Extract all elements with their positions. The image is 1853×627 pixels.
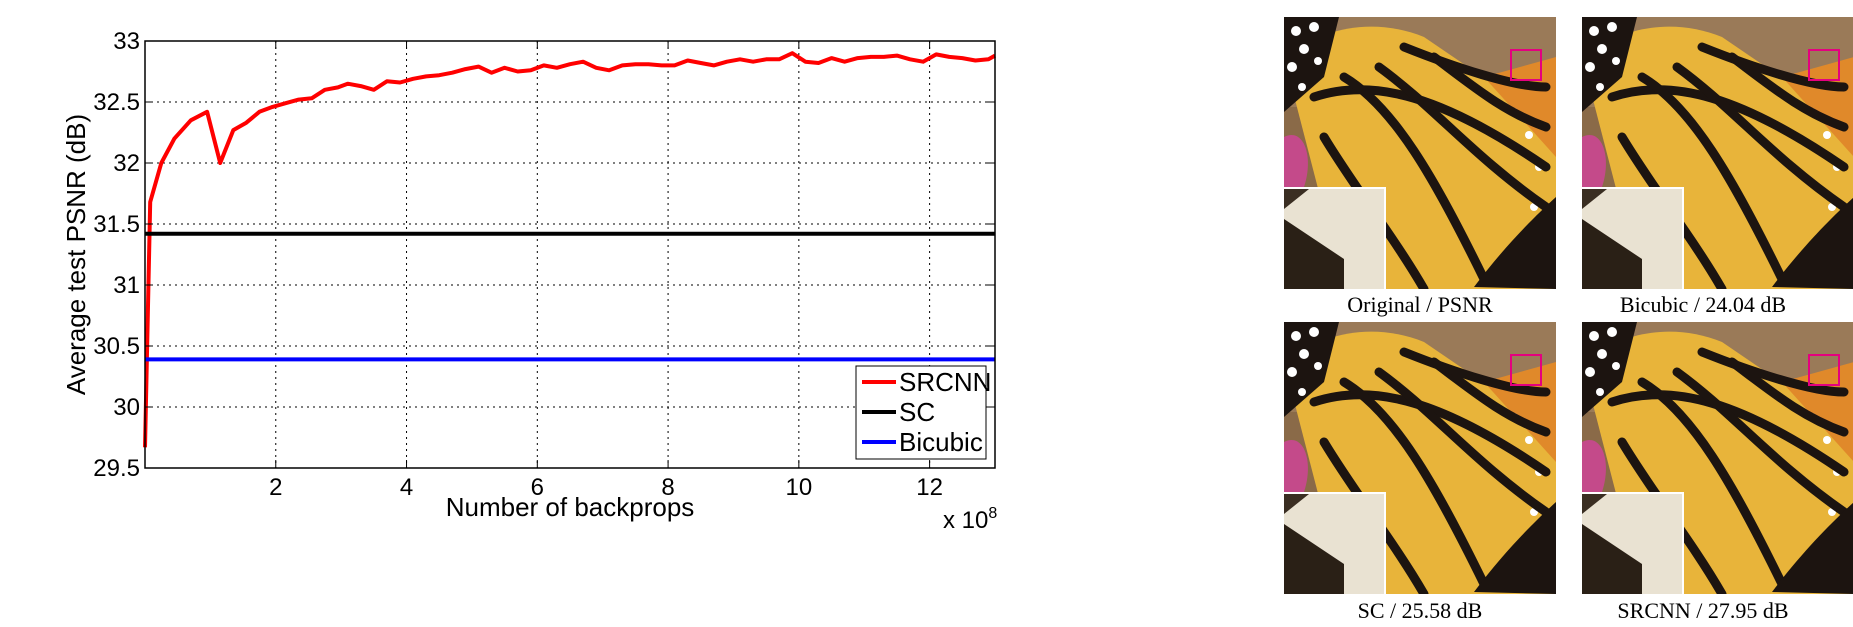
plot-frame bbox=[144, 40, 996, 469]
y-tick-label: 30.5 bbox=[93, 333, 140, 360]
zoom-inset bbox=[1284, 492, 1386, 594]
x-tick-label: 8 bbox=[661, 474, 674, 501]
tile-caption: SC / 25.58 dB bbox=[1357, 598, 1483, 623]
y-tick-label: 31 bbox=[113, 272, 140, 299]
x-tick-label: 6 bbox=[531, 474, 544, 501]
zoom-inset bbox=[1582, 187, 1684, 289]
x-axis-label: Number of backprops bbox=[446, 492, 695, 522]
zoom-inset bbox=[1582, 492, 1684, 594]
y-tick-label: 32.5 bbox=[93, 89, 140, 116]
legend-label-srcnn: SRCNN bbox=[899, 367, 991, 397]
y-tick-label: 33 bbox=[113, 28, 140, 55]
tile-caption: SRCNN / 27.95 dB bbox=[1617, 598, 1789, 623]
image-tile-original bbox=[1284, 17, 1556, 289]
y-tick-label: 30 bbox=[113, 394, 140, 421]
y-tick-label: 29.5 bbox=[93, 455, 140, 482]
series-line-srcnn bbox=[143, 51, 996, 448]
tile-caption: Bicubic / 24.04 dB bbox=[1619, 292, 1787, 317]
y-tick-label: 31.5 bbox=[93, 211, 140, 238]
image-tile-bicubic bbox=[1582, 17, 1853, 289]
x-tick-label: 10 bbox=[785, 474, 812, 501]
zoom-region-marker bbox=[1510, 49, 1542, 81]
x-multiplier-exponent: 8 bbox=[988, 505, 997, 522]
legend-label-bicubic: Bicubic bbox=[899, 427, 983, 457]
zoom-inset-image bbox=[1284, 189, 1384, 289]
psnr-chart: 2 4 6 8 10 12 29.5 30 30.5 31 31.5 32 32.5 33 Number … bbox=[61, 28, 997, 534]
tile-caption: Original / PSNR bbox=[1347, 292, 1493, 317]
image-tile-sc bbox=[1284, 322, 1556, 594]
x-multiplier: x 108 bbox=[943, 505, 997, 534]
x-multiplier-base: x 10 bbox=[943, 507, 988, 534]
zoom-inset-image bbox=[1582, 189, 1682, 289]
legend-label-sc: SC bbox=[899, 397, 935, 427]
x-tick-label: 2 bbox=[269, 474, 282, 501]
zoom-region-marker bbox=[1808, 49, 1840, 81]
y-tick-label: 32 bbox=[113, 150, 140, 177]
x-tick-label: 4 bbox=[400, 474, 413, 501]
y-axis-label: Average test PSNR (dB) bbox=[61, 114, 91, 395]
zoom-inset-image bbox=[1582, 494, 1682, 594]
zoom-inset bbox=[1284, 187, 1386, 289]
zoom-region-marker bbox=[1808, 354, 1840, 386]
series-layer bbox=[143, 51, 996, 448]
zoom-inset-image bbox=[1284, 494, 1384, 594]
x-tick-label: 12 bbox=[916, 474, 943, 501]
image-tile-srcnn bbox=[1582, 322, 1853, 594]
ticks: 2 4 6 8 10 12 29.5 30 30.5 31 31.5 32 32.5 33 bbox=[93, 28, 995, 501]
zoom-region-marker bbox=[1510, 354, 1542, 386]
